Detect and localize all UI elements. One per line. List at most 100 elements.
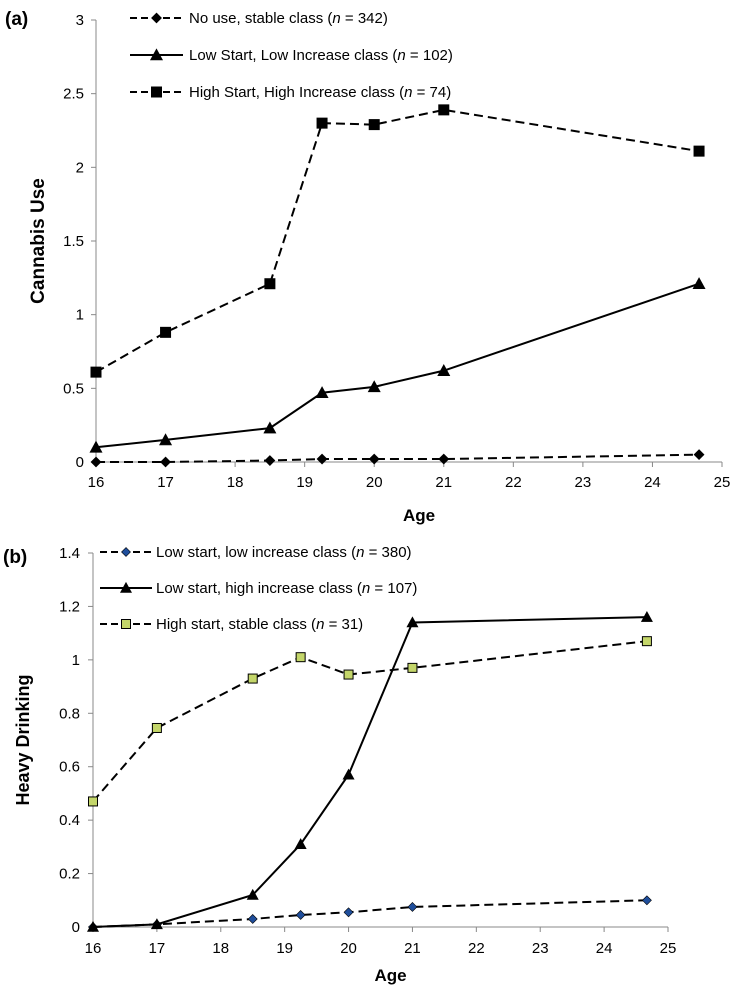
legend-entry-1: No use, stable class (n = 342) (130, 10, 388, 27)
series-3 (88, 636, 652, 807)
series-line (92, 899, 647, 928)
y-tick-label: 1 (76, 307, 84, 324)
x-tick-label: 24 (596, 940, 613, 957)
x-tick-label: 17 (157, 474, 174, 491)
legend-label-n: n (332, 10, 340, 27)
legend-label: No use, stable class (n = 342) (189, 10, 388, 27)
data-point (247, 673, 258, 684)
legend-label-text: High Start, High Increase class ( (189, 84, 404, 101)
data-point (407, 902, 418, 912)
data-point (315, 386, 329, 399)
series-1 (90, 449, 705, 468)
legend-label-text: No use, stable class ( (189, 10, 332, 27)
x-tick-label: 17 (149, 940, 166, 957)
x-tick-label: 23 (575, 474, 592, 491)
data-point (693, 145, 705, 157)
data-point (641, 895, 652, 906)
legend-label-text: Low Start, Low Increase class ( (189, 47, 397, 64)
x-tick-label: 21 (435, 474, 452, 491)
legend-label-count: = 102) (406, 47, 453, 64)
series-3 (90, 104, 705, 378)
x-tick-label: 23 (532, 940, 549, 957)
x-tick-label: 19 (296, 474, 313, 491)
legend-marker (149, 48, 164, 61)
data-point (160, 456, 171, 468)
x-axis-title: Age (403, 506, 435, 525)
legend-label-n: n (316, 616, 324, 633)
data-point (343, 907, 354, 918)
y-tick-label: 1.2 (59, 598, 80, 615)
series-2 (89, 277, 706, 453)
data-point (406, 616, 419, 628)
data-point (342, 768, 355, 780)
data-point (264, 278, 276, 290)
legend-label-text: Low start, high increase class ( (156, 580, 362, 597)
data-point (295, 910, 306, 920)
legend-label-count: = 31) (324, 616, 363, 633)
legend-label: Low start, high increase class (n = 107) (156, 580, 417, 597)
legend-marker (151, 12, 162, 24)
data-point (89, 440, 103, 453)
data-point (264, 455, 276, 466)
y-tick-label: 0.8 (59, 705, 80, 722)
data-point (90, 456, 102, 468)
data-point (151, 722, 162, 733)
legend-label-count: = 342) (341, 10, 388, 27)
legend-label-n: n (397, 47, 405, 64)
series-2 (86, 610, 653, 932)
panel-label: (a) (5, 9, 28, 30)
panel-label: (b) (3, 547, 27, 568)
legend-entry-1: Low start, low increase class (n = 380) (100, 544, 412, 561)
y-tick-label: 0.2 (59, 866, 80, 883)
data-point (86, 920, 100, 932)
x-tick-label: 22 (505, 474, 522, 491)
legend-marker (121, 547, 131, 557)
x-tick-label: 18 (212, 940, 229, 957)
series-line (96, 453, 700, 463)
data-point (294, 838, 307, 849)
series-line (92, 616, 647, 928)
y-tick-label: 1.4 (59, 545, 80, 562)
legend-entry-3: High start, stable class (n = 31) (100, 616, 363, 633)
legend-label-text: High start, stable class ( (156, 616, 316, 633)
x-tick-label: 21 (404, 940, 421, 957)
chart-panel-a: (a) 0 0.5 1 1.5 2 2.5 3 16 17 18 19 20 21 22 23 24 25 Age C… (5, 9, 730, 525)
y-tick-label: 0.5 (63, 380, 84, 397)
legend-entry-2: Low Start, Low Increase class (n = 102) (130, 47, 453, 64)
legend-label: Low start, low increase class (n = 380) (156, 544, 412, 561)
data-point (641, 636, 652, 647)
x-tick-label: 24 (644, 474, 661, 491)
legend-marker (151, 86, 162, 98)
data-point (88, 796, 98, 807)
y-tick-label: 1 (72, 652, 80, 669)
x-tick-label: 25 (660, 940, 677, 957)
data-point (368, 453, 380, 465)
legend-label-count: = 74) (412, 84, 451, 101)
x-tick-label: 20 (366, 474, 383, 491)
data-point (90, 366, 102, 378)
data-point (159, 433, 173, 446)
x-tick-label: 20 (340, 940, 357, 957)
y-tick-label: 0.6 (59, 759, 80, 776)
legend-label: High start, stable class (n = 31) (156, 616, 363, 633)
x-tick-label: 18 (227, 474, 244, 491)
data-point (295, 652, 306, 663)
data-point (692, 277, 706, 290)
data-point (343, 669, 354, 680)
legend-label-n: n (404, 84, 412, 101)
y-tick-label: 0.4 (59, 812, 80, 829)
x-tick-label: 16 (85, 940, 102, 957)
legend-marker (119, 581, 133, 593)
data-point (438, 104, 450, 116)
legend-label-n: n (362, 580, 370, 597)
data-point (407, 662, 418, 673)
series-line (95, 282, 700, 449)
series-line (95, 108, 700, 373)
y-tick-label: 0 (72, 919, 80, 936)
data-point (247, 914, 258, 924)
legend-entry-3: High Start, High Increase class (n = 74) (130, 84, 451, 101)
legend-label-count: = 107) (370, 580, 417, 597)
y-tick-label: 3 (76, 12, 84, 29)
data-point (150, 918, 163, 930)
